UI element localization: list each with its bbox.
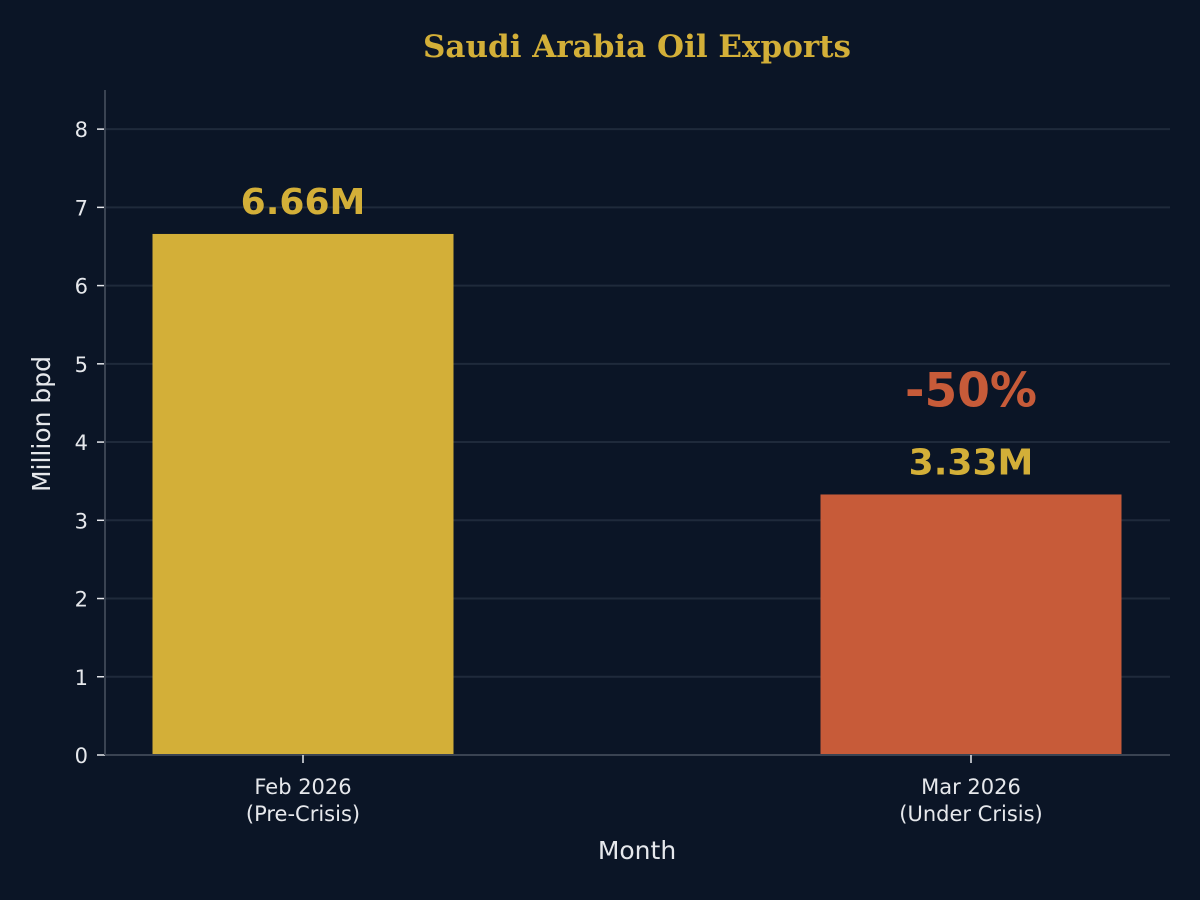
value-label-1: 3.33M <box>909 442 1034 483</box>
y-tick-label-0: 0 <box>75 744 88 768</box>
y-tick-label-1: 1 <box>75 666 88 690</box>
bars <box>152 233 1122 755</box>
bar-1 <box>820 494 1122 755</box>
change-annotation: -50% <box>905 363 1037 418</box>
x-axis-label: Month <box>598 836 676 865</box>
x-tick-label-0-line-0: Feb 2026 <box>254 775 351 799</box>
y-tick-label-2: 2 <box>75 588 88 612</box>
y-tick-label-8: 8 <box>75 118 88 142</box>
x-tick-label-0-line-1: (Pre-Crisis) <box>246 802 360 826</box>
labels: 6.66M 3.33M -50% <box>241 182 1037 484</box>
value-label-0: 6.66M <box>241 182 366 223</box>
x-tick-label-1-line-0: Mar 2026 <box>921 775 1021 799</box>
y-tick-label-4: 4 <box>75 431 88 455</box>
x-tick-label-0: Feb 2026 (Pre-Crisis) <box>246 775 360 826</box>
y-axis-label: Million bpd <box>27 356 56 492</box>
axes: 0 1 2 3 4 5 6 7 8 Feb 2026 (Pre-Crisis) Mar 2026 (Un… <box>75 90 1170 826</box>
bar-0 <box>152 233 454 755</box>
y-tick-label-3: 3 <box>75 509 88 533</box>
y-tick-label-5: 5 <box>75 353 88 377</box>
y-tick-label-7: 7 <box>75 196 88 220</box>
x-tick-label-1-line-1: (Under Crisis) <box>899 802 1042 826</box>
x-tick-label-1: Mar 2026 (Under Crisis) <box>899 775 1042 826</box>
y-tick-label-6: 6 <box>75 275 88 299</box>
chart-title: Saudi Arabia Oil Exports <box>423 29 851 65</box>
